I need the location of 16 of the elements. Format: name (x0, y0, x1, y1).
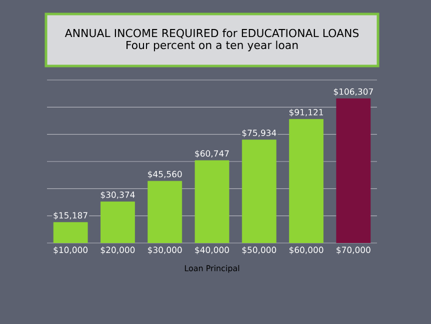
x-tick-label: $20,000 (100, 246, 135, 254)
data-label: $60,747 (195, 150, 229, 158)
x-tick-label: $60,000 (289, 246, 324, 254)
data-label: $106,307 (334, 88, 373, 96)
chart-subtitle: Four percent on a ten year loan (126, 40, 298, 52)
x-tick-label: $70,000 (336, 246, 370, 254)
x-tick-label: $50,000 (242, 246, 276, 254)
data-label: $75,934 (242, 129, 276, 138)
data-label: $15,187 (54, 212, 88, 220)
x-tick-label: $10,000 (54, 246, 88, 254)
x-tick-label: $30,000 (148, 246, 182, 254)
chart-title: ANNUAL INCOME REQUIRED for EDUCATIONAL LOANS (64, 28, 359, 38)
data-label: $30,374 (100, 191, 135, 200)
data-label: $45,560 (148, 170, 182, 178)
data-label: $91,121 (289, 108, 324, 117)
x-tick-label: $40,000 (195, 246, 229, 254)
